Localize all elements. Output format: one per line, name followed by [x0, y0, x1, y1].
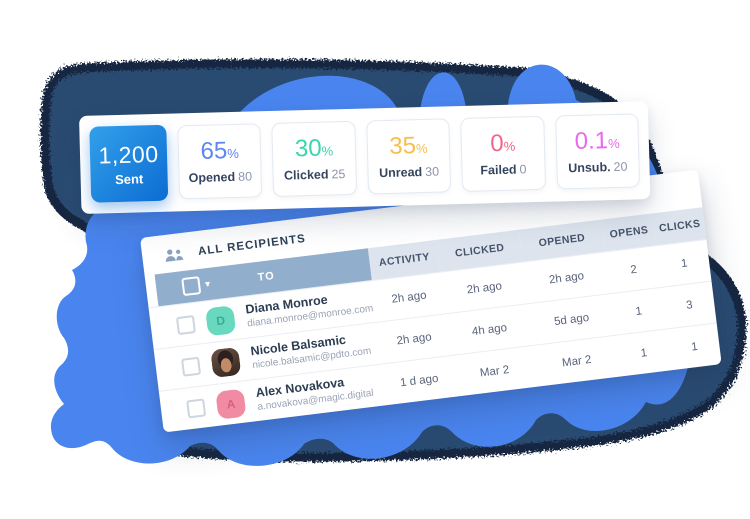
stat-percent: 35%: [388, 131, 428, 160]
recipients-people-icon: [165, 249, 184, 262]
avatar: [210, 346, 242, 378]
sent-label: Sent: [114, 170, 144, 187]
clicks-count: 3: [685, 298, 694, 312]
stat-sub: Unread 30: [379, 164, 439, 180]
stat-label: Unread: [378, 164, 423, 180]
stat-sub: Clicked 25: [284, 167, 346, 183]
stat-card[interactable]: 30% Clicked 25: [271, 120, 357, 197]
opens-count: 2: [629, 263, 638, 276]
percent-sign: %: [321, 142, 334, 159]
select-all-checkbox[interactable]: [181, 276, 202, 297]
opens-count: 1: [634, 304, 643, 318]
stat-card[interactable]: 65% Opened 80: [177, 123, 263, 200]
stat-percent: 0%: [489, 129, 516, 157]
opened-value: 2h ago: [548, 269, 585, 286]
column-label-to: TO: [257, 269, 276, 284]
clicked-value: 4h ago: [471, 321, 508, 338]
stat-label: Unsub.: [568, 159, 611, 175]
table-title-bar: ALL RECIPIENTS: [140, 170, 702, 276]
chevron-down-icon[interactable]: ▾: [204, 278, 211, 290]
stat-label: Clicked: [283, 166, 329, 183]
recipients-table: ALL RECIPIENTS ▾ TO ACTIVITY CLICKED OPE…: [140, 169, 722, 433]
stat-card[interactable]: 0.1% Unsub. 20: [554, 113, 641, 190]
stat-sub: Opened 80: [188, 169, 252, 185]
stat-count: 25: [331, 166, 346, 181]
sent-stat-card[interactable]: 1,200 Sent: [89, 124, 169, 203]
avatar: A: [215, 388, 247, 420]
avatar: D: [205, 304, 237, 336]
stat-label: Failed: [480, 162, 517, 178]
stat-count: 80: [237, 168, 253, 184]
percent-sign: %: [503, 138, 516, 154]
percent-sign: %: [607, 135, 620, 151]
row-checkbox[interactable]: [186, 397, 207, 418]
stat-label: Opened: [188, 169, 236, 185]
activity-value: 1 d ago: [399, 372, 439, 389]
opened-value: Mar 2: [561, 353, 593, 369]
clicks-count: 1: [690, 340, 699, 354]
stat-card[interactable]: 35% Unread 30: [366, 118, 452, 195]
column-header-opens[interactable]: OPENS: [601, 213, 658, 252]
column-header-clicks[interactable]: CLICKS: [653, 207, 707, 246]
sent-count: 1,200: [98, 140, 159, 168]
activity-value: 2h ago: [395, 330, 433, 347]
row-checkbox[interactable]: [175, 314, 196, 335]
clicked-value: 2h ago: [466, 279, 503, 297]
stat-card[interactable]: 0% Failed 0: [460, 115, 546, 192]
opens-count: 1: [639, 346, 648, 360]
activity-value: 2h ago: [390, 289, 428, 306]
percent-sign: %: [415, 140, 428, 156]
percent-sign: %: [227, 145, 240, 161]
opened-value: 5d ago: [553, 311, 590, 328]
stat-percent: 65%: [200, 136, 240, 165]
stat-count: 20: [613, 159, 628, 174]
stat-sub: Unsub. 20: [568, 159, 628, 175]
stat-sub: Failed 0: [480, 162, 526, 177]
row-checkbox[interactable]: [180, 356, 202, 377]
stat-percent: 0.1%: [574, 126, 620, 155]
clicks-count: 1: [680, 257, 689, 270]
stat-count: 30: [424, 164, 440, 179]
clicked-value: Mar 2: [479, 363, 510, 380]
stat-percent: 30%: [294, 134, 334, 162]
table-title: ALL RECIPIENTS: [197, 232, 307, 258]
campaign-stats-panel: 1,200 Sent 65% Opened 80 30% Clicked 25 35…: [79, 101, 651, 214]
stat-count: 0: [519, 161, 527, 176]
